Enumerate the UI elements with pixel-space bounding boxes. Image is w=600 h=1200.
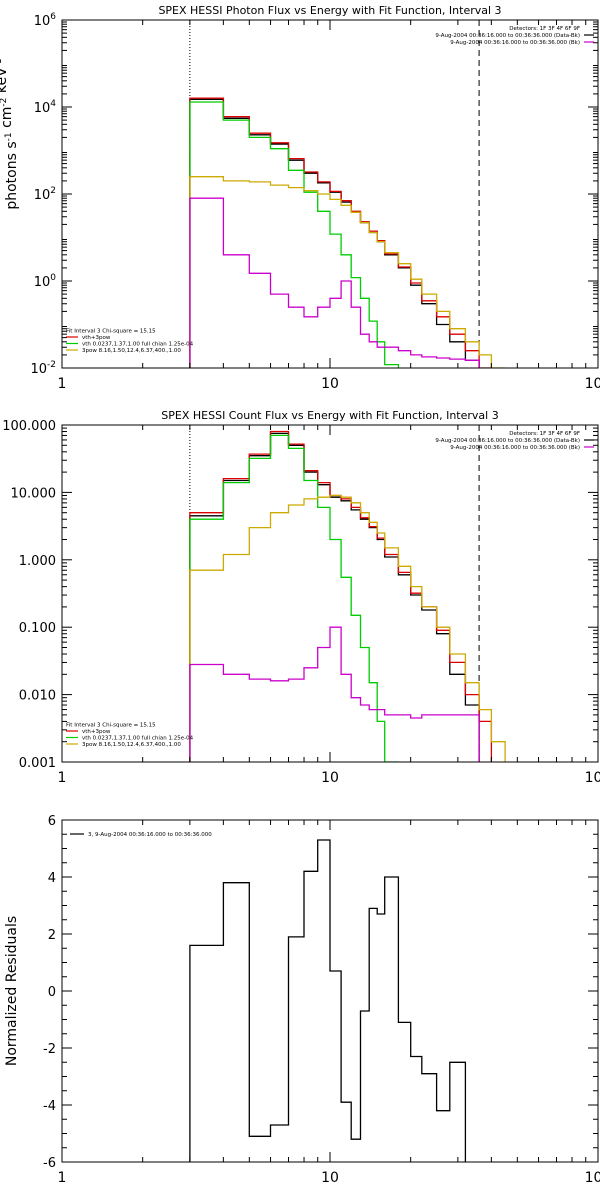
x-tick-label: 1 (58, 376, 67, 392)
x-tick-label: 1 (58, 1170, 67, 1186)
legend-topright-text: 9-Aug-2004 00:36:16.000 to 00:36:36.000 … (435, 33, 580, 39)
series-line-vth (189, 101, 400, 368)
chart-title: SPEX HESSI Count Flux vs Energy with Fit… (161, 409, 498, 422)
series-line-3pow (189, 176, 506, 368)
y-tick-label: 1.000 (19, 554, 56, 569)
legend-topleft-text: 3, 9-Aug-2004 00:36:16.000 to 00:36:36.0… (88, 832, 212, 838)
y-tick-label: 100 (34, 273, 57, 290)
x-tick-label: 100 (585, 1170, 600, 1186)
y-tick-label: 2 (48, 928, 56, 943)
legend-bottomleft-text: vth+3pow (82, 729, 111, 735)
chart-panel-3: 1 10 100 -6 -4 -2 0 2 4 6 Normalized Residuals 3, 9… (4, 814, 600, 1186)
legend-bottomleft-text: 3pow 8.16,1.50,12.4,6.37,400.,1.00 (82, 348, 181, 354)
y-tick-label: 106 (34, 12, 57, 29)
legend-bottomleft-text: Fit Interval 3 Chi-square = 15.15 (66, 329, 156, 335)
y-tick-label: 102 (34, 186, 56, 203)
x-tick-label: 10 (321, 376, 339, 392)
chart-panel-1: SPEX HESSI Photon Flux vs Energy with Fi… (0, 4, 600, 392)
series-group (189, 430, 506, 762)
series-line-3pow (189, 494, 506, 762)
x-tick-label: 100 (585, 376, 600, 392)
series-line-vth (189, 434, 399, 762)
legend-bottomleft-text: vth+3pow (82, 335, 111, 341)
legend-bottomleft-text: vth 0.0237,1.37,1.00 full chian 1.25e-04 (82, 342, 194, 348)
legend-topright-text: 9-Aug-2004 00:36:16.000 to 00:36:36.000 … (435, 438, 580, 444)
x-tick-label: 10 (321, 770, 339, 786)
y-tick-label: 4 (48, 871, 56, 886)
x-tick-label: 1 (58, 770, 67, 786)
y-tick-label: 0.100 (19, 621, 56, 636)
legend-bottomleft-text: Fit Interval 3 Chi-square = 15.15 (66, 723, 156, 729)
chart-panel-2: SPEX HESSI Count Flux vs Energy with Fit… (2, 409, 600, 786)
y-tick-label: -4 (43, 1099, 56, 1114)
x-tick-label: 10 (321, 1170, 339, 1186)
series-line-3 (189, 839, 467, 1162)
y-tick-label: 0 (48, 985, 56, 1000)
y-tick-label: 6 (48, 814, 56, 829)
series-group (189, 839, 467, 1162)
y-tick-label: 100.000 (2, 419, 56, 434)
series-group (189, 97, 506, 368)
y-tick-label: 104 (34, 99, 57, 116)
y-axis-label: Normalized Residuals (4, 916, 20, 1066)
y-tick-label: -6 (43, 1156, 56, 1171)
chart-title: SPEX HESSI Photon Flux vs Energy with Fi… (158, 4, 501, 17)
plot-frame (61, 424, 599, 763)
legend-topright-text: 9-Aug-2004 00:36:16.000 to 00:36:36.000 … (450, 445, 580, 451)
y-tick-label: 0.010 (19, 689, 56, 704)
series-line-bk (189, 197, 480, 368)
series-line-bk (189, 626, 480, 762)
y-tick-label: -2 (43, 1042, 56, 1057)
y-tick-label: 10.000 (11, 486, 57, 501)
legend-topright-text: Detectors: 1F 3F 4F 6F 9F (509, 26, 580, 32)
legend-topright-text: 9-Aug-2004 00:36:16.000 to 00:36:36.000 … (450, 40, 580, 46)
legend-bottomleft-text: 3pow 8.16,1.50,12.4,6.37,400.,1.00 (82, 742, 181, 748)
legend-topright-text: Detectors: 1F 3F 4F 6F 9F (509, 431, 580, 437)
series-line-vth-3pow (189, 97, 492, 368)
y-tick-label: 0.001 (19, 756, 56, 771)
x-tick-label: 100 (585, 770, 600, 786)
y-tick-label: 10-2 (30, 360, 56, 377)
y-axis-label: photons s-1 cm-2 keV-1 (0, 58, 20, 209)
legend-bottomleft-text: vth 0.0237,1.37,1.00 full chian 1.25e-04 (82, 736, 194, 742)
